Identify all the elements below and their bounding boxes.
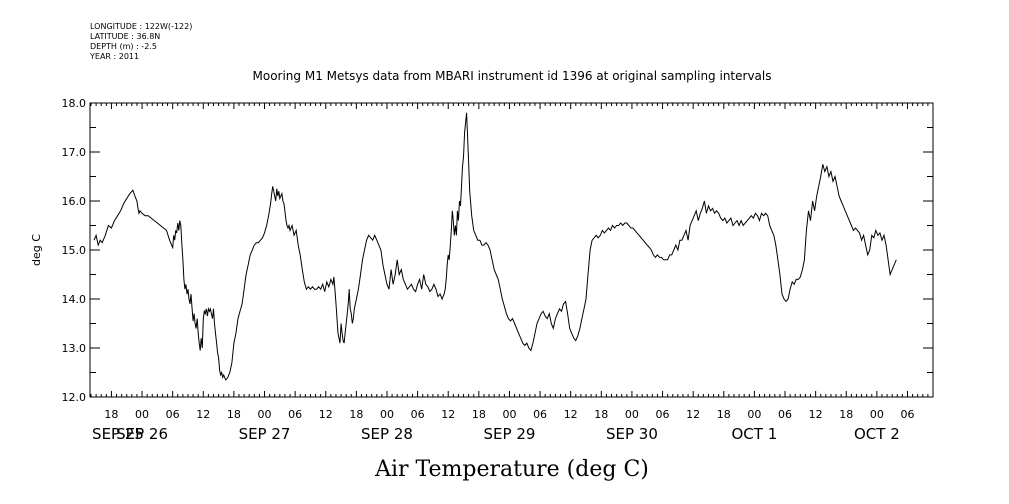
x-date-label: SEP 25 — [92, 425, 144, 443]
x-hour-label: 00 — [625, 408, 639, 421]
y-axis-label: deg C — [30, 234, 43, 266]
x-hour-label: 12 — [319, 408, 333, 421]
x-hour-label: 06 — [411, 408, 425, 421]
meta-depth: DEPTH (m) : -2.5 — [90, 42, 157, 51]
x-hour-label: 00 — [747, 408, 761, 421]
x-date-label: SEP 26 — [116, 425, 168, 443]
x-hour-label: 12 — [564, 408, 578, 421]
metadata-block: LONGITUDE : 122W(-122) LATITUDE : 36.8N … — [89, 22, 192, 61]
y-tick-label: 13.0 — [62, 342, 87, 355]
x-date-label: OCT 1 — [732, 425, 778, 443]
x-hour-label: 06 — [900, 408, 914, 421]
x-hour-label: 00 — [135, 408, 149, 421]
x-hour-label: 00 — [870, 408, 884, 421]
y-tick-label: 16.0 — [62, 195, 87, 208]
x-hour-label: 18 — [717, 408, 731, 421]
y-tick-label: 12.0 — [62, 391, 87, 404]
y-tick-label: 14.0 — [62, 293, 87, 306]
x-hour-label: 06 — [166, 408, 180, 421]
x-hour-label: 12 — [441, 408, 455, 421]
x-hour-label: 00 — [502, 408, 516, 421]
x-hour-label: 00 — [258, 408, 272, 421]
meta-year: YEAR : 2011 — [89, 52, 139, 61]
x-hour-label: 12 — [809, 408, 823, 421]
x-hour-label: 00 — [380, 408, 394, 421]
x-hour-label: 12 — [686, 408, 700, 421]
x-hour-label: 06 — [656, 408, 670, 421]
x-hour-label: 06 — [778, 408, 792, 421]
x-hour-label: 06 — [533, 408, 547, 421]
x-axis: 18 00 06 12 18 00 06 12 18 00 06 12 18 00 06 12 18 00 06 12… — [92, 408, 914, 443]
x-date-label: SEP 28 — [361, 425, 413, 443]
y-tick-label: 17.0 — [62, 146, 87, 159]
x-hour-label: 18 — [594, 408, 608, 421]
x-date-label: SEP 29 — [484, 425, 536, 443]
x-hour-label: 18 — [472, 408, 486, 421]
y-tick-label: 15.0 — [62, 244, 87, 257]
x-axis-label: Air Temperature (deg C) — [374, 457, 649, 482]
meta-latitude: LATITUDE : 36.8N — [90, 32, 160, 41]
y-tick-label: 18.0 — [62, 97, 87, 110]
x-hour-label: 06 — [288, 408, 302, 421]
x-date-label: SEP 27 — [239, 425, 291, 443]
x-date-label: OCT 2 — [854, 425, 900, 443]
x-hour-label: 18 — [104, 408, 118, 421]
x-hour-label: 18 — [349, 408, 363, 421]
chart-title: Mooring M1 Metsys data from MBARI instru… — [253, 69, 772, 83]
tick-marks — [90, 103, 934, 397]
meta-longitude: LONGITUDE : 122W(-122) — [90, 22, 192, 31]
x-hour-label: 18 — [839, 408, 853, 421]
x-date-label: SEP 30 — [606, 425, 658, 443]
x-hour-label: 12 — [196, 408, 210, 421]
x-hour-label: 18 — [227, 408, 241, 421]
plot-frame — [89, 102, 934, 398]
y-axis: 12.0 13.0 14.0 15.0 16.0 17.0 18.0 — [62, 97, 933, 404]
series-air-temperature-line — [93, 112, 897, 381]
